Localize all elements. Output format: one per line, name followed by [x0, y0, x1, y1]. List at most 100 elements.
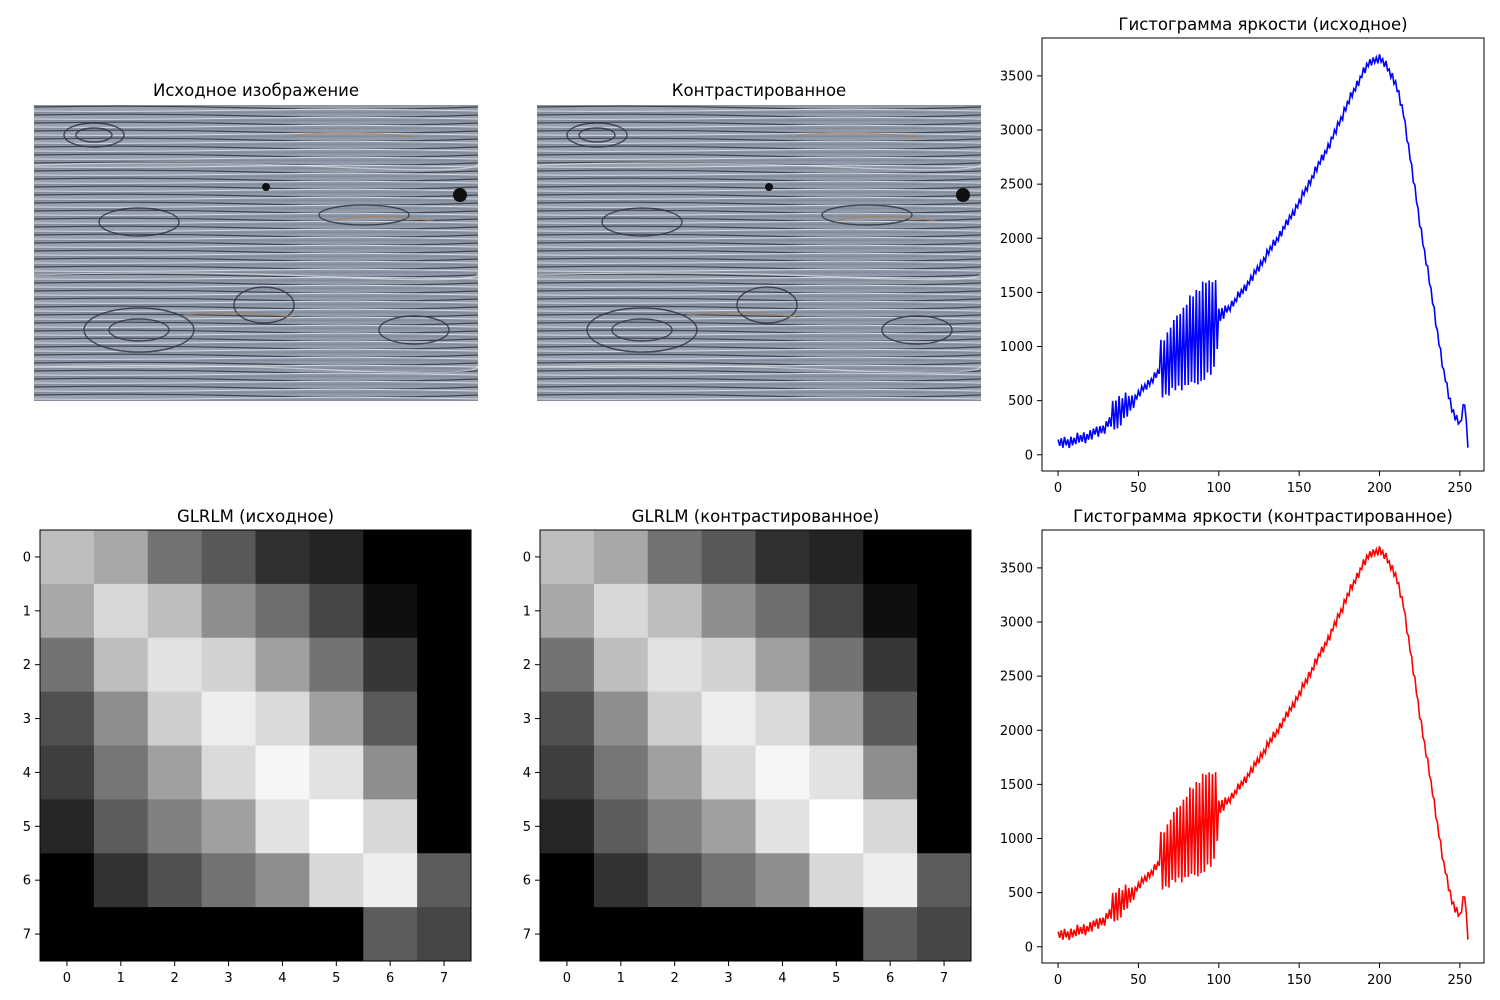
y-tick-label: 1000: [1000, 832, 1033, 847]
heatmap-cell: [309, 691, 364, 747]
x-tick-label: 4: [778, 971, 786, 986]
heatmap-cell: [309, 853, 364, 908]
heatmap-cell: [755, 583, 810, 639]
x-tick-label: 250: [1447, 481, 1472, 496]
heatmap-cell: [93, 799, 149, 854]
heatmap-cell: [593, 583, 649, 639]
y-tick-label: 5: [523, 820, 531, 835]
x-tick-label: 0: [1054, 481, 1062, 496]
y-tick-label: 3000: [1000, 616, 1033, 631]
x-tick-label: 150: [1287, 973, 1312, 988]
heatmap-cell: [309, 637, 364, 693]
heatmap-cell: [809, 907, 864, 962]
heatmap-cell: [363, 530, 418, 585]
heatmap-cell: [593, 853, 649, 908]
heatmap-cell: [147, 530, 203, 585]
heatmap-cell: [255, 583, 310, 639]
heatmap-cell: [40, 530, 95, 585]
heatmap-cell: [309, 907, 364, 962]
heatmap-cell: [40, 691, 95, 747]
heatmap-cell: [255, 745, 310, 800]
original-wood-image: [34, 105, 478, 401]
heatmap-cell: [417, 853, 472, 908]
y-tick-label: 4: [523, 766, 531, 781]
original-image-title: Исходное изображение: [153, 81, 359, 100]
heatmap-cell: [755, 530, 810, 585]
heatmap-cell: [701, 530, 757, 585]
heatmap-cell: [363, 637, 418, 693]
y-tick-label: 1000: [1000, 340, 1033, 355]
heatmap-cell: [863, 907, 918, 962]
heatmap-cell: [863, 799, 918, 854]
heatmap-cell: [201, 637, 257, 693]
heatmap-cell: [147, 799, 203, 854]
heatmap-cell: [363, 745, 418, 800]
chart-title: GLRLM (исходное): [177, 507, 334, 526]
y-tick-label: 1: [23, 604, 31, 619]
heatmap-cell: [201, 907, 257, 962]
heatmap-cell: [201, 530, 257, 585]
y-tick-label: 4: [23, 766, 31, 781]
heatmap-cell: [309, 799, 364, 854]
y-tick-label: 3: [523, 712, 531, 727]
x-tick-label: 7: [440, 971, 448, 986]
heatmap-cell: [755, 745, 810, 800]
heatmap-cell: [40, 583, 95, 639]
heatmap-cell: [147, 637, 203, 693]
heatmap-cell: [917, 691, 972, 747]
heatmap-cell: [593, 799, 649, 854]
chart-title: GLRLM (контрастированное): [632, 507, 880, 526]
y-tick-label: 500: [1008, 394, 1033, 409]
heatmap-cell: [540, 799, 595, 854]
heatmap-cell: [417, 907, 472, 962]
x-tick-label: 0: [1054, 973, 1062, 988]
heatmap-cell: [917, 583, 972, 639]
heatmap-cell: [701, 637, 757, 693]
y-tick-label: 2000: [1000, 724, 1033, 739]
heatmap-cell: [363, 907, 418, 962]
y-tick-label: 500: [1008, 886, 1033, 901]
y-tick-label: 0: [1025, 448, 1033, 463]
y-tick-label: 3000: [1000, 124, 1033, 139]
plot-frame: [1041, 37, 1485, 472]
heatmap-cell: [147, 583, 203, 639]
y-tick-label: 0: [1025, 940, 1033, 955]
heatmap-cell: [147, 853, 203, 908]
heatmap-cell: [201, 799, 257, 854]
heatmap-cell: [540, 745, 595, 800]
heatmap-cell: [40, 853, 95, 908]
glrlm-contrast-heatmap: GLRLM (контрастированное) 0 1 2 3 4 5 6 7 0 1 2 3 4 5 6…: [523, 507, 972, 986]
heatmap-cell: [417, 637, 472, 693]
heatmap-cell: [809, 799, 864, 854]
heatmap-cell: [863, 583, 918, 639]
heatmap-cell: [755, 907, 810, 962]
heatmap-cell: [40, 637, 95, 693]
heatmap-cell: [201, 745, 257, 800]
heatmap-cell: [40, 745, 95, 800]
heatmap-cell: [647, 637, 703, 693]
heatmap-cell: [93, 530, 149, 585]
x-tick-label: 100: [1206, 973, 1231, 988]
y-tick-label: 1: [523, 604, 531, 619]
x-tick-label: 4: [278, 971, 286, 986]
y-tick-label: 3500: [1000, 69, 1033, 84]
heatmap-cell: [701, 853, 757, 908]
x-tick-label: 50: [1130, 973, 1147, 988]
heatmap-cell: [363, 691, 418, 747]
y-tick-label: 7: [523, 928, 531, 943]
x-tick-label: 100: [1206, 481, 1231, 496]
heatmap-cell: [809, 637, 864, 693]
heatmap-cell: [647, 530, 703, 585]
x-tick-label: 5: [832, 971, 840, 986]
heatmap-cell: [647, 745, 703, 800]
series-line: [1057, 54, 1469, 449]
x-tick-label: 1: [117, 971, 125, 986]
heatmap-cell: [917, 530, 972, 585]
heatmap-cell: [417, 691, 472, 747]
heatmap-cell: [755, 691, 810, 747]
x-tick-label: 200: [1367, 973, 1392, 988]
heatmap-cell: [540, 853, 595, 908]
heatmap-cell: [417, 583, 472, 639]
heatmap-cell: [593, 637, 649, 693]
heatmap-cell: [809, 583, 864, 639]
